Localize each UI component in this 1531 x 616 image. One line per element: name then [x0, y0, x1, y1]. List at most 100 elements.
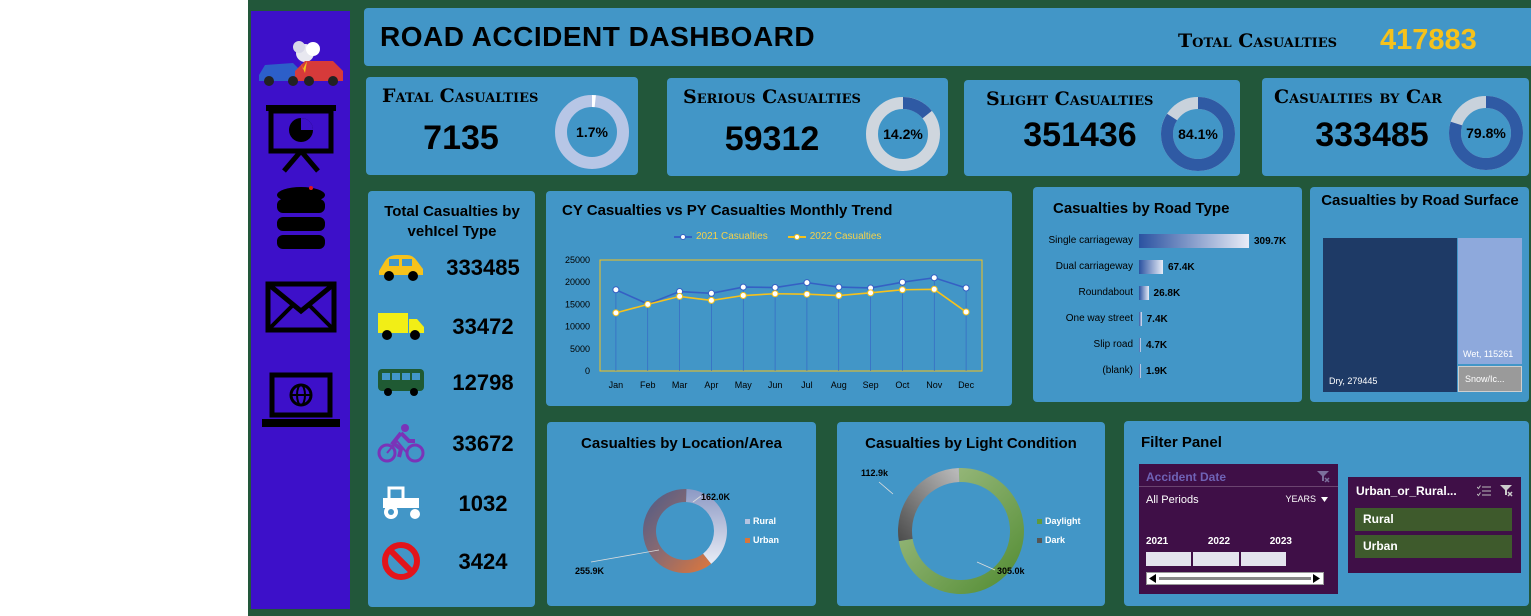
- y-tick-label: 0: [585, 366, 590, 376]
- legend-swatch: [745, 518, 750, 524]
- granularity-dropdown[interactable]: YEARS: [1285, 494, 1328, 504]
- granularity-label: YEARS: [1285, 494, 1316, 504]
- road-type-label: Single carriageway: [1048, 235, 1134, 246]
- year-cell[interactable]: [1193, 552, 1239, 566]
- vehicle-value: 1032: [458, 491, 508, 516]
- surface-block-wet[interactable]: Wet, 115261: [1458, 238, 1522, 364]
- legend-item-dark[interactable]: Dark: [1037, 535, 1081, 545]
- legend-item-urban[interactable]: Urban: [745, 535, 779, 545]
- data-point[interactable]: [803, 290, 811, 298]
- scroll-right-icon[interactable]: [1313, 574, 1321, 583]
- data-point[interactable]: [676, 292, 684, 300]
- kpi-percent: 84.1%: [1178, 126, 1218, 142]
- kpi-card-fatal[interactable]: Fatal Casualties 7135 1.7%: [366, 77, 638, 175]
- x-tick-label: Jul: [801, 380, 813, 390]
- vehicle-row-truck[interactable]: 33472: [368, 306, 536, 346]
- slicer-option-urban[interactable]: Urban: [1355, 535, 1512, 558]
- data-point[interactable]: [739, 292, 747, 300]
- vehicle-value: 33472: [452, 314, 514, 339]
- data-point[interactable]: [898, 286, 906, 294]
- legend-item-rural[interactable]: Rural: [745, 516, 779, 526]
- road-type-bar[interactable]: [1139, 364, 1141, 378]
- scroll-left-icon[interactable]: [1149, 574, 1157, 583]
- vehicle-row-car[interactable]: 333485: [368, 247, 536, 287]
- donut-fill: [866, 97, 940, 171]
- vehicle-row-bicycle[interactable]: 33672: [368, 423, 536, 463]
- x-tick-label: Mar: [672, 380, 688, 390]
- kpi-donut: 1.7%: [554, 94, 630, 170]
- road-type-bar[interactable]: [1139, 260, 1163, 274]
- vehicle-row-other[interactable]: 3424: [368, 541, 536, 581]
- kpi-value: 59312: [724, 120, 820, 158]
- laptop-web-icon[interactable]: [251, 371, 350, 431]
- year-cell[interactable]: [1146, 552, 1192, 566]
- slicer-option-rural[interactable]: Rural: [1355, 508, 1512, 531]
- divider: [1139, 486, 1338, 487]
- data-point[interactable]: [707, 296, 715, 304]
- year-cell[interactable]: [1240, 552, 1286, 566]
- data-point[interactable]: [962, 284, 970, 292]
- x-tick-label: May: [735, 380, 753, 390]
- surface-block-dry[interactable]: Dry, 279445: [1323, 238, 1457, 392]
- y-tick-label: 10000: [565, 322, 590, 332]
- data-point[interactable]: [835, 283, 843, 291]
- road-type-bar[interactable]: [1139, 234, 1249, 248]
- surface-dry-label: Dry, 279445: [1329, 376, 1378, 386]
- trend-chart: 0 5000 10000 15000 20000 25000 Jan Feb Mar Apr May…: [565, 255, 983, 390]
- data-point[interactable]: [707, 289, 715, 297]
- road-type-value: 4.7K: [1146, 340, 1168, 351]
- road-type-value: 7.4K: [1146, 314, 1168, 325]
- clear-filter-icon[interactable]: [1499, 483, 1513, 502]
- legend-item-2022[interactable]: 2022 Casualties: [787, 231, 881, 242]
- data-point[interactable]: [739, 283, 747, 291]
- kpi-card-serious[interactable]: Serious Casualties 59312 14.2%: [667, 78, 948, 176]
- legend-item-daylight[interactable]: Daylight: [1037, 516, 1081, 526]
- presentation-chart-icon[interactable]: [251, 103, 350, 173]
- y-tick-label: 20000: [565, 277, 590, 287]
- data-point[interactable]: [835, 292, 843, 300]
- data-point[interactable]: [612, 309, 620, 317]
- donut-slice-dark[interactable]: [898, 468, 960, 542]
- kpi-card-slight[interactable]: Slight Casualties 351436 84.1%: [964, 80, 1240, 176]
- road-type-label: Dual carriageway: [1055, 261, 1133, 272]
- data-point[interactable]: [771, 290, 779, 298]
- truck-icon: [376, 306, 426, 346]
- timeline-scrollbar[interactable]: [1146, 572, 1324, 585]
- road-type-bar[interactable]: [1139, 286, 1149, 300]
- select-all-icon[interactable]: [1476, 484, 1491, 502]
- mail-icon[interactable]: [251, 281, 350, 333]
- database-icon[interactable]: [251, 186, 350, 250]
- donut-slice-rural[interactable]: [686, 489, 727, 564]
- vehicle-row-bus[interactable]: 12798: [368, 362, 536, 402]
- bicycle-icon: [376, 423, 426, 463]
- data-point[interactable]: [644, 300, 652, 308]
- data-point[interactable]: [612, 286, 620, 294]
- road-type-bar[interactable]: [1139, 312, 1142, 326]
- road-type-label: One way street: [1065, 313, 1133, 324]
- kpi-card-car[interactable]: Casualties by Car 333485 79.8%: [1262, 78, 1529, 176]
- data-point[interactable]: [771, 284, 779, 292]
- kpi-percent: 79.8%: [1466, 125, 1506, 141]
- data-point[interactable]: [962, 308, 970, 316]
- daylight-value-label: 305.0k: [997, 566, 1025, 576]
- donut-slice-urban[interactable]: [643, 489, 712, 573]
- clear-filter-icon[interactable]: [1316, 469, 1330, 488]
- legend-item-2021[interactable]: 2021 Casualties: [674, 231, 768, 242]
- light-panel: Casualties by Light Condition 112.9k 305…: [837, 422, 1105, 606]
- scrollbar-thumb[interactable]: [1159, 577, 1311, 580]
- page-title: ROAD ACCIDENT DASHBOARD: [380, 21, 816, 52]
- surface-block-snow[interactable]: Snow/Ic...: [1458, 366, 1522, 392]
- data-point[interactable]: [803, 279, 811, 287]
- vehicle-row-tractor[interactable]: 1032: [368, 483, 536, 523]
- road-type-value: 309.7K: [1254, 236, 1287, 247]
- data-point[interactable]: [867, 289, 875, 297]
- data-point[interactable]: [930, 274, 938, 282]
- location-panel: Casualties by Location/Area 162.0K 255.9…: [547, 422, 816, 606]
- year-timeline[interactable]: [1146, 552, 1286, 566]
- location-donut: [590, 489, 727, 573]
- vehicle-value: 3424: [458, 549, 508, 574]
- road-type-bar[interactable]: [1139, 338, 1141, 352]
- date-period-value[interactable]: All Periods: [1146, 494, 1199, 506]
- data-point[interactable]: [930, 285, 938, 293]
- data-point[interactable]: [898, 278, 906, 286]
